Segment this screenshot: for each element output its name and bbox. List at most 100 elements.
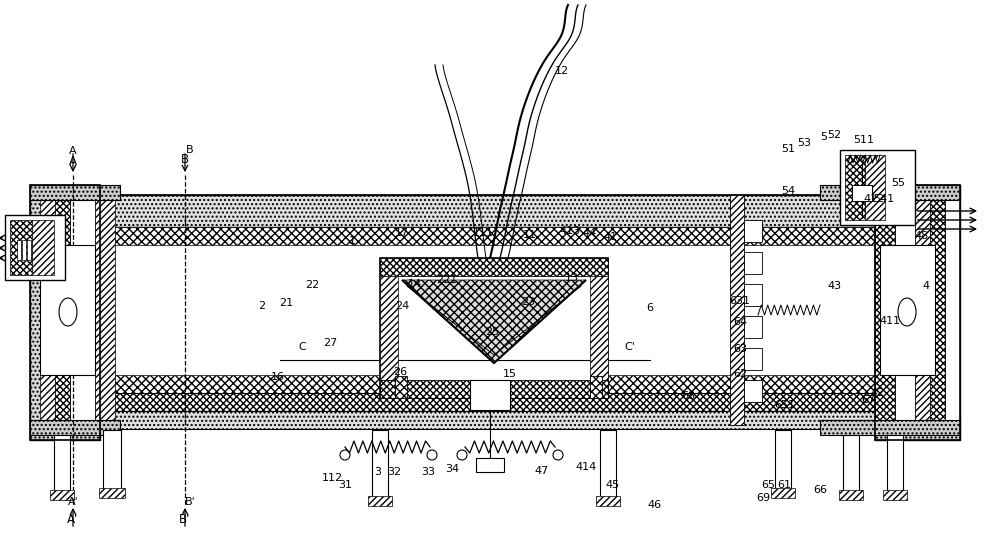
Bar [875, 185, 960, 440]
Text: A': A' [67, 513, 79, 526]
Bar [95, 393, 875, 411]
Text: B': B' [179, 513, 191, 526]
Text: 413: 413 [559, 226, 581, 236]
Text: 68: 68 [681, 391, 695, 401]
Bar [32, 220, 54, 275]
Bar [40, 245, 95, 375]
Text: 17: 17 [395, 228, 409, 238]
Text: 23: 23 [521, 297, 535, 307]
Bar [744, 380, 762, 402]
Text: 1: 1 [349, 237, 356, 246]
Text: 24: 24 [395, 301, 409, 311]
Bar [843, 435, 859, 495]
Text: 48: 48 [915, 231, 929, 241]
Bar [596, 496, 620, 506]
Text: 414: 414 [575, 462, 597, 472]
Bar [30, 185, 100, 440]
Bar [590, 376, 602, 398]
Text: 69: 69 [756, 493, 770, 503]
Text: 541: 541 [873, 195, 895, 204]
Text: 46: 46 [648, 500, 662, 509]
Text: 44: 44 [583, 228, 597, 238]
Bar [883, 490, 907, 500]
Text: 26: 26 [393, 367, 407, 377]
Bar [775, 430, 791, 490]
Text: 3: 3 [374, 467, 382, 476]
Bar [103, 430, 121, 490]
Text: 52: 52 [827, 130, 841, 140]
Bar [372, 430, 388, 500]
Bar [839, 490, 863, 500]
Text: C': C' [625, 342, 635, 352]
Bar [17, 240, 21, 260]
Bar [95, 227, 875, 245]
Text: 55: 55 [891, 178, 905, 188]
Text: 33: 33 [421, 467, 435, 477]
Bar [70, 195, 95, 425]
Text: 67: 67 [861, 395, 875, 405]
Bar [744, 284, 762, 306]
Text: B: B [181, 153, 189, 166]
Text: C: C [298, 342, 306, 352]
Bar [945, 195, 960, 425]
Bar [27, 240, 31, 260]
Text: A: A [69, 155, 77, 168]
Text: 651: 651 [774, 400, 796, 410]
Bar [50, 490, 74, 500]
Bar [915, 195, 930, 425]
Text: 43: 43 [827, 281, 841, 291]
Bar [380, 258, 608, 398]
Bar [840, 150, 915, 225]
Bar [880, 245, 935, 375]
Text: 631: 631 [730, 296, 750, 306]
Text: 34: 34 [445, 464, 459, 474]
Text: 63: 63 [733, 344, 747, 354]
Text: A: A [69, 146, 77, 156]
Bar [95, 375, 875, 393]
Bar [895, 195, 915, 425]
Bar [744, 316, 762, 338]
Bar [55, 195, 70, 425]
Bar [771, 488, 795, 498]
Bar [95, 195, 115, 425]
Text: 4: 4 [922, 281, 930, 291]
Ellipse shape [59, 298, 77, 326]
Text: B': B' [185, 497, 195, 507]
Text: 41: 41 [603, 232, 617, 242]
Ellipse shape [898, 298, 916, 326]
Text: 21: 21 [279, 298, 293, 308]
Bar [368, 496, 392, 506]
Text: A': A' [68, 497, 78, 507]
Bar [30, 420, 120, 435]
Text: 2: 2 [258, 301, 266, 311]
Text: 15: 15 [503, 369, 517, 379]
Bar [600, 430, 616, 500]
Text: 54: 54 [781, 186, 795, 196]
Bar [10, 220, 32, 275]
Text: 51: 51 [781, 144, 795, 154]
Bar [22, 240, 26, 260]
Text: 47: 47 [535, 466, 549, 476]
Bar [875, 195, 895, 425]
Bar [590, 276, 608, 380]
Bar [744, 252, 762, 274]
Bar [380, 380, 608, 398]
Bar [54, 435, 70, 495]
Bar [95, 195, 875, 227]
Bar [820, 420, 960, 435]
Text: 6: 6 [646, 303, 654, 313]
Bar [476, 458, 504, 472]
Bar [395, 376, 407, 398]
Text: 112: 112 [321, 473, 343, 482]
Bar [730, 195, 744, 425]
Text: 16: 16 [271, 372, 285, 382]
Bar [40, 195, 55, 425]
Text: 221: 221 [436, 275, 458, 285]
Bar [95, 411, 875, 429]
Text: 11: 11 [523, 230, 537, 240]
Bar [865, 155, 885, 220]
Bar [470, 380, 510, 410]
Text: 65: 65 [761, 480, 775, 490]
Text: 12: 12 [555, 66, 569, 76]
Bar [380, 276, 398, 380]
